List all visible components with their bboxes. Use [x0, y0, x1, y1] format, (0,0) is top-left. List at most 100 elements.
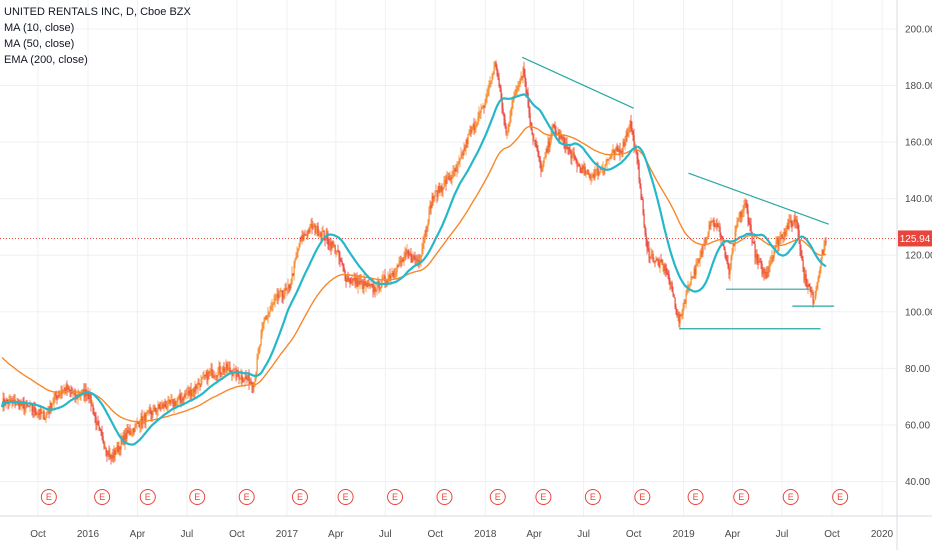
- candle-body: [685, 293, 687, 304]
- candle-body: [568, 148, 570, 150]
- candle-body: [220, 373, 222, 375]
- earnings-marker[interactable]: [535, 489, 552, 505]
- candle-body: [166, 407, 168, 409]
- candle-body: [150, 411, 152, 415]
- candle-body: [485, 98, 487, 101]
- candle-body: [202, 375, 204, 378]
- candle-body: [74, 390, 76, 397]
- candle-body: [187, 391, 189, 395]
- earnings-marker[interactable]: [40, 489, 57, 505]
- candle-body: [252, 386, 254, 388]
- earnings-marker[interactable]: [687, 489, 704, 505]
- candle-body: [700, 251, 702, 257]
- earnings-marker[interactable]: [832, 489, 849, 505]
- earnings-marker[interactable]: [189, 489, 206, 505]
- candle-body: [809, 286, 811, 290]
- candle-body: [217, 369, 219, 377]
- candle-body: [644, 225, 646, 234]
- earnings-marker[interactable]: [337, 489, 354, 505]
- candle-body: [490, 80, 492, 84]
- earnings-marker[interactable]: [489, 489, 506, 505]
- earnings-marker[interactable]: [584, 489, 601, 505]
- candle-body: [816, 282, 818, 288]
- candle-body: [141, 416, 143, 424]
- candle-body: [531, 129, 533, 135]
- candle-body: [149, 410, 151, 412]
- candle-body: [206, 372, 208, 381]
- x-tick-label: 2019: [673, 529, 696, 540]
- earnings-marker[interactable]: [291, 489, 308, 505]
- candle-body: [802, 259, 804, 268]
- candle-body: [630, 120, 632, 128]
- candle-body: [711, 221, 713, 223]
- candle-body: [214, 375, 216, 377]
- candle-body: [68, 386, 70, 390]
- candle-body: [759, 261, 761, 263]
- candle-body: [661, 260, 663, 265]
- candle-body: [353, 278, 355, 280]
- candle-body: [768, 267, 770, 273]
- earnings-marker[interactable]: [782, 489, 799, 505]
- candle-body: [570, 150, 572, 159]
- candle-body: [616, 147, 618, 151]
- earnings-marker[interactable]: [387, 489, 404, 505]
- candle-body: [507, 126, 509, 133]
- candle-body: [290, 283, 292, 289]
- candle-body: [621, 150, 623, 153]
- candle-body: [717, 224, 719, 228]
- candle-body: [200, 379, 202, 387]
- earnings-marker[interactable]: [139, 489, 156, 505]
- candle-body: [318, 235, 320, 237]
- earnings-marker[interactable]: [94, 489, 111, 505]
- candle-body: [307, 230, 309, 236]
- candle-body: [465, 140, 467, 149]
- candle-body: [608, 158, 610, 160]
- candle-body: [764, 271, 766, 274]
- legend-ema200[interactable]: EMA (200, close): [4, 54, 88, 66]
- earnings-marker[interactable]: [733, 489, 750, 505]
- candle-body: [350, 281, 352, 283]
- candle-body: [31, 404, 33, 411]
- candle-body: [489, 83, 491, 85]
- candle-body: [565, 143, 567, 150]
- candle-body: [348, 278, 350, 282]
- candle-body: [245, 376, 247, 379]
- candle-body: [329, 241, 331, 246]
- candle-body: [382, 277, 384, 279]
- trendlines: [521, 56, 835, 330]
- candle-body: [541, 168, 543, 172]
- candle-body: [267, 313, 269, 317]
- candle-body: [582, 165, 584, 169]
- candle-body: [376, 282, 378, 292]
- candle-body: [352, 279, 354, 281]
- candle-body: [548, 141, 550, 147]
- legend-ma50[interactable]: MA (50, close): [4, 38, 75, 50]
- legend-ma10[interactable]: MA (10, close): [4, 22, 75, 34]
- candle-body: [205, 372, 207, 376]
- candle-body: [715, 223, 717, 228]
- candle-body: [98, 425, 100, 429]
- candle-body: [309, 224, 311, 233]
- earnings-marker[interactable]: [238, 489, 255, 505]
- candle-body: [622, 141, 624, 153]
- candle-body: [103, 443, 105, 449]
- candle-body: [254, 379, 256, 382]
- candle-body: [474, 126, 476, 131]
- earnings-marker[interactable]: [634, 489, 651, 505]
- candle-body: [793, 218, 795, 223]
- candle-body: [478, 112, 480, 118]
- candle-body: [755, 254, 757, 259]
- candle-body: [361, 281, 363, 283]
- candle-body: [612, 150, 614, 152]
- candle-body: [107, 451, 109, 456]
- candle-body: [64, 387, 66, 391]
- candle-body: [473, 124, 475, 131]
- candle-body: [593, 174, 595, 178]
- candle-body: [665, 264, 667, 273]
- x-tick-label: Jul: [379, 529, 392, 540]
- earnings-marker[interactable]: [436, 489, 453, 505]
- candle-body: [497, 74, 499, 79]
- candle-body: [52, 402, 54, 405]
- candle-body: [359, 280, 361, 285]
